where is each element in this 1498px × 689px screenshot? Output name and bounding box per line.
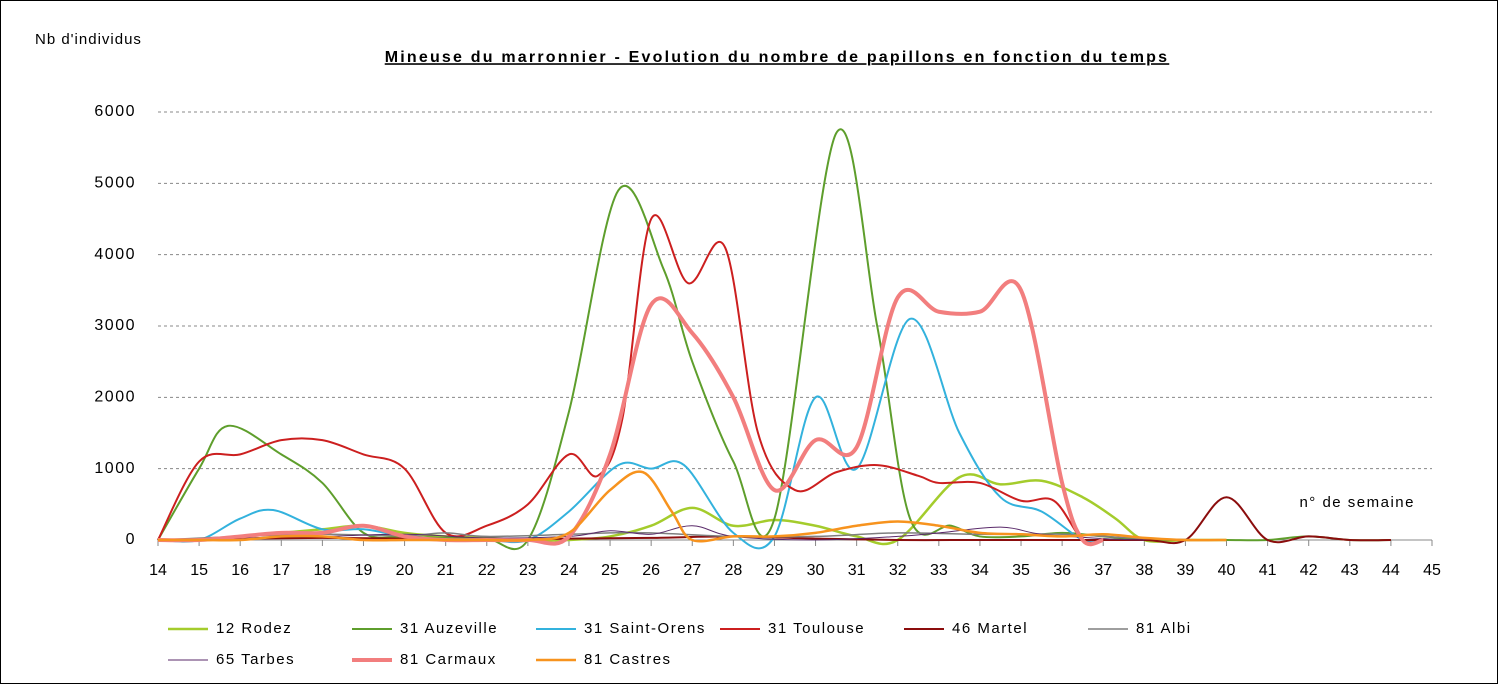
x-tick-label: 44 [1382, 562, 1400, 579]
legend-label: 46 Martel [952, 620, 1028, 637]
x-tick-label: 27 [683, 562, 701, 579]
series-line [157, 473, 1227, 546]
x-tick-label: 32 [889, 562, 907, 579]
x-tick-label: 15 [190, 562, 208, 579]
series-line [157, 496, 1391, 545]
x-tick-label: 25 [601, 562, 619, 579]
x-tick-label: 26 [642, 562, 660, 579]
legend-label: 81 Albi [1136, 620, 1192, 637]
y-tick-label: 5000 [94, 175, 136, 192]
x-tick-label: 20 [396, 562, 414, 579]
y-tick-label: 3000 [94, 317, 136, 334]
legend-label: 31 Toulouse [768, 620, 865, 637]
legend-label: 31 Auzeville [400, 620, 498, 637]
x-tick-label: 43 [1341, 562, 1359, 579]
x-tick-label: 39 [1177, 562, 1195, 579]
x-tick-label: 21 [437, 562, 455, 579]
chart-title: Mineuse du marronnier - Evolution du nom… [385, 49, 1170, 66]
legend-label: 31 Saint-Orens [584, 620, 706, 637]
x-axis-label: n° de semaine [1299, 494, 1415, 511]
x-tick-label: 22 [478, 562, 496, 579]
y-tick-label: 0 [126, 531, 136, 548]
x-tick-label: 29 [766, 562, 784, 579]
x-tick-label: 24 [560, 562, 578, 579]
x-tick-label: 37 [1094, 562, 1112, 579]
x-tick-label: 35 [1012, 562, 1030, 579]
x-tick-label: 18 [313, 562, 331, 579]
legend-label: 12 Rodez [216, 620, 292, 637]
x-tick-label: 14 [149, 562, 167, 579]
y-tick-label: 6000 [94, 103, 136, 120]
x-tick-label: 33 [930, 562, 948, 579]
x-tick-label: 36 [1053, 562, 1071, 579]
x-tick-label: 31 [848, 562, 866, 579]
x-tick-label: 28 [724, 562, 742, 579]
x-tick-label: 17 [272, 562, 290, 579]
legend-label: 65 Tarbes [216, 651, 295, 668]
x-tick-label: 19 [355, 562, 373, 579]
x-tick-label: 16 [231, 562, 249, 579]
y-tick-label: 1000 [94, 460, 136, 477]
x-tick-label: 30 [807, 562, 825, 579]
series-line [157, 279, 1104, 547]
legend-label: 81 Carmaux [400, 651, 497, 668]
x-tick-label: 38 [1135, 562, 1153, 579]
x-tick-label: 41 [1259, 562, 1277, 579]
x-tick-label: 23 [519, 562, 537, 579]
x-tick-label: 40 [1218, 562, 1236, 579]
y-axis-label: Nb d'individus [35, 31, 142, 48]
series-line [157, 214, 1104, 544]
legend-label: 81 Castres [584, 651, 672, 668]
y-tick-label: 2000 [94, 389, 136, 406]
x-tick-label: 45 [1423, 562, 1441, 579]
series-line [158, 470, 1227, 543]
x-tick-label: 42 [1300, 562, 1318, 579]
x-tick-label: 34 [971, 562, 989, 579]
series-line [157, 525, 1145, 541]
y-tick-label: 4000 [94, 246, 136, 263]
